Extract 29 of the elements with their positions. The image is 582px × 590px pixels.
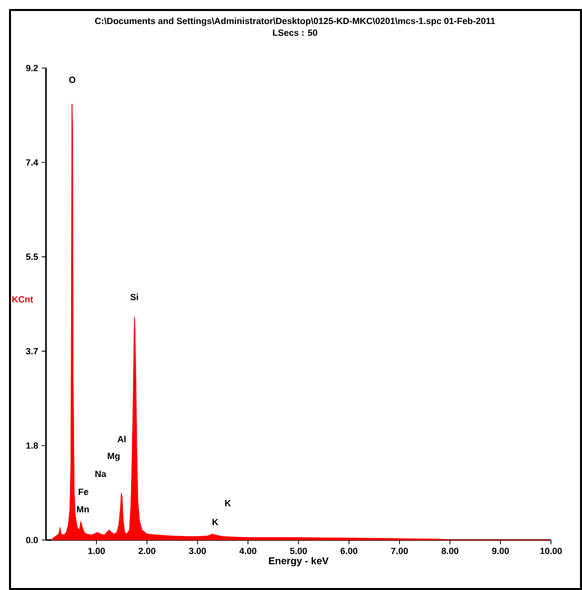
x-tick-label: 4.00	[239, 548, 256, 554]
x-tick-label: 5.00	[290, 548, 307, 554]
y-tick-label: 5.5	[26, 254, 38, 260]
x-tick-label: 2.00	[138, 548, 156, 554]
y-tick-label: 3.7	[26, 348, 38, 354]
annotation: Si	[130, 294, 138, 300]
annotation: Mn	[76, 506, 89, 512]
x-tick-label: 1.00	[88, 548, 105, 554]
chart-subtitle: LSecs : 50	[272, 30, 318, 36]
annotation: Al	[117, 436, 126, 442]
annotation: Fe	[78, 488, 88, 495]
y-tick-label: 0.0	[26, 536, 38, 544]
x-tick-label: 9.00	[492, 548, 509, 554]
chart-title: C:\Documents and Settings\Administrator\Desktop\0125-KD-MKC\0201\mcs-1.spc 01-Feb-2011	[95, 18, 496, 26]
x-tick-label: 3.00	[188, 548, 206, 554]
x-axis-title: Energy - keV	[268, 556, 329, 566]
x-tick-label: 8.00	[442, 548, 458, 554]
annotation: Na	[95, 470, 106, 478]
y-tick-label: 9.2	[26, 64, 38, 72]
x-tick-label: 6.00	[340, 548, 358, 554]
y-axis-title: KCnt	[12, 296, 34, 302]
annotation: Mg	[108, 452, 120, 461]
x-tick-label: 7.00	[391, 548, 408, 554]
y-tick-label: 7.4	[26, 159, 38, 166]
x-tick-label: 10.00	[540, 548, 562, 554]
y-tick-label: 1.8	[26, 442, 38, 449]
annotation: O	[69, 76, 76, 83]
annotation: K	[225, 500, 231, 506]
annotation: K	[212, 518, 218, 526]
